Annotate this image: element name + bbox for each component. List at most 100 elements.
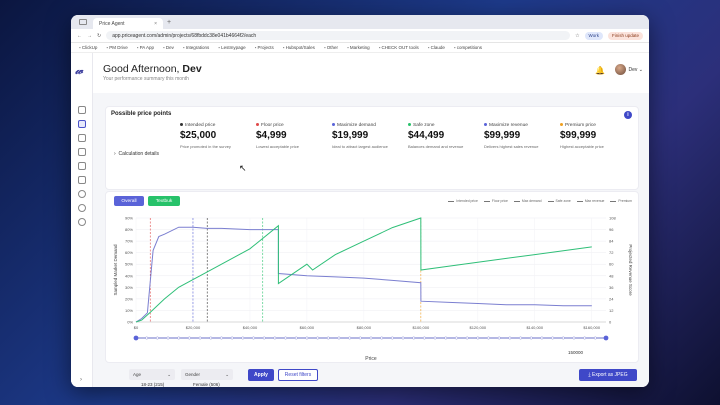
- tab-title: Price Agent: [99, 20, 125, 27]
- sidebar: 𝓌 ›: [71, 53, 93, 387]
- close-tab-icon[interactable]: ×: [154, 20, 157, 27]
- price-point-value: $99,999: [484, 130, 521, 141]
- slider-step: [145, 336, 149, 340]
- slider-step: [198, 336, 202, 340]
- star-icon[interactable]: ☆: [575, 32, 580, 39]
- bookmark-item[interactable]: Lestmypage: [218, 45, 246, 50]
- slider-step: [380, 336, 384, 340]
- price-point-label-text: Premium price: [565, 123, 596, 128]
- legend-entry[interactable]: Premium: [610, 199, 632, 203]
- greeting-subtitle: Your performance summary this month: [103, 76, 189, 82]
- legend-entry[interactable]: Intended price: [448, 199, 478, 203]
- export-jpeg-button[interactable]: ⤓ Export as JPEG: [579, 369, 637, 381]
- bookmark-item[interactable]: ClickUp: [79, 45, 98, 50]
- back-icon[interactable]: ←: [77, 32, 82, 39]
- bookmark-item[interactable]: Integrations: [183, 45, 210, 50]
- price-point: Premium price $99,999 Highest acceptable p…: [560, 123, 632, 149]
- apply-button[interactable]: Apply: [248, 369, 274, 381]
- price-point-value: $19,999: [332, 130, 369, 141]
- globe-icon[interactable]: [78, 204, 86, 212]
- bookmark-item[interactable]: Other: [324, 45, 338, 50]
- slider-step: [593, 336, 597, 340]
- gender-select-label: Gender: [185, 372, 201, 377]
- bookmark-item[interactable]: CHECK OUT tools: [379, 45, 419, 50]
- bookmark-item[interactable]: Projects: [255, 45, 274, 50]
- folder-icon[interactable]: [78, 176, 86, 184]
- calendar-icon[interactable]: [78, 134, 86, 142]
- profile-work-button[interactable]: Work: [584, 31, 603, 40]
- legend-entry[interactable]: Safe zone: [547, 199, 571, 203]
- legend-label: Intended price: [456, 199, 478, 203]
- list-icon[interactable]: [78, 162, 86, 170]
- price-points-title: Possible price points: [111, 111, 172, 117]
- y2-tick-label: 0: [609, 320, 612, 325]
- history-icon[interactable]: [78, 190, 86, 198]
- slider-step: [572, 336, 576, 340]
- dashboard-icon[interactable]: [78, 106, 86, 114]
- y-tick-label: 10%: [125, 308, 133, 313]
- y2-axis-label: Projected Revenue Score: [628, 244, 633, 296]
- bookmark-item[interactable]: PM Drive: [106, 45, 128, 50]
- tab-price-agent[interactable]: Price Agent ×: [93, 18, 163, 29]
- textbuk-button[interactable]: Textbuk: [148, 196, 180, 206]
- bookmark-item[interactable]: PA App: [137, 45, 154, 50]
- slider-step: [187, 336, 191, 340]
- y2-tick-label: 12: [609, 308, 614, 313]
- y2-tick-label: 84: [609, 239, 614, 244]
- slider-handle-min: [133, 335, 139, 341]
- calculation-details-toggle[interactable]: › Calculation details: [114, 151, 159, 157]
- new-tab-icon[interactable]: +: [167, 18, 172, 26]
- expand-sidebar-icon[interactable]: ›: [80, 377, 82, 383]
- price-point-label-text: Intended price: [185, 123, 216, 128]
- gender-select[interactable]: Gender ⌄: [181, 369, 233, 380]
- avatar[interactable]: [615, 64, 626, 75]
- y2-tick-label: 108: [609, 216, 616, 221]
- page-header: Good Afternoon, Dev Your performance sum…: [93, 53, 649, 93]
- bell-icon[interactable]: 🔔: [595, 66, 605, 75]
- greeting: Good Afternoon, Dev: [103, 63, 202, 75]
- forward-icon[interactable]: →: [87, 32, 92, 39]
- x-tick-label: $0: [134, 325, 139, 330]
- slider-step: [220, 336, 223, 340]
- slider-step: [487, 336, 490, 340]
- age-select[interactable]: Age ⌄: [129, 369, 175, 380]
- bookmark-item[interactable]: Claude: [428, 45, 445, 50]
- x-tick-label: $80,000: [357, 325, 372, 330]
- bookmark-item[interactable]: Hubspot/Sales: [283, 45, 315, 50]
- finish-update-button[interactable]: Finish update: [607, 31, 643, 40]
- legend-entry[interactable]: Floor price: [483, 199, 508, 203]
- legend-entry[interactable]: Max demand: [513, 199, 542, 203]
- info-icon[interactable]: i: [624, 111, 632, 119]
- legend-label: Safe zone: [555, 199, 571, 203]
- slider-step: [209, 336, 213, 340]
- legend-label: Max revenue: [584, 199, 605, 203]
- y-tick-label: 40%: [125, 273, 133, 278]
- settings-icon[interactable]: [78, 218, 86, 226]
- price-point-label: Floor price: [256, 123, 328, 128]
- reset-filters-button[interactable]: Reset filters: [278, 369, 318, 381]
- slider-step: [444, 336, 448, 340]
- slider-step: [508, 336, 512, 340]
- y-tick-label: 60%: [125, 250, 133, 255]
- bookmarks-bar: ClickUp PM Drive PA App Dev Integrations Lest…: [71, 43, 649, 53]
- slider-step: [401, 336, 405, 340]
- url-text: app.priceagent.com/admin/projects/68fbdd…: [112, 32, 257, 39]
- price-point-value: $99,999: [560, 130, 597, 141]
- legend-entry[interactable]: Max revenue: [576, 199, 605, 203]
- logo-icon[interactable]: 𝓌: [75, 65, 83, 77]
- reload-icon[interactable]: ↻: [97, 32, 102, 39]
- bookmark-item[interactable]: Marketing: [347, 45, 370, 50]
- y-tick-label: 70%: [125, 239, 133, 244]
- x-axis-label: Price: [365, 356, 377, 362]
- user-menu[interactable]: Dev ⌄: [629, 67, 644, 73]
- overall-button[interactable]: Overall: [114, 196, 144, 206]
- reports-icon[interactable]: [78, 148, 86, 156]
- url-field[interactable]: app.priceagent.com/admin/projects/68fbdd…: [106, 31, 571, 40]
- slider-step: [326, 336, 330, 340]
- slider-step: [284, 336, 287, 340]
- bookmark-item[interactable]: Dev: [163, 45, 174, 50]
- tab-search-icon[interactable]: [79, 19, 87, 25]
- projects-icon[interactable]: [78, 120, 86, 128]
- chevron-right-icon: ›: [114, 151, 116, 157]
- bookmark-item[interactable]: competitions: [454, 45, 482, 50]
